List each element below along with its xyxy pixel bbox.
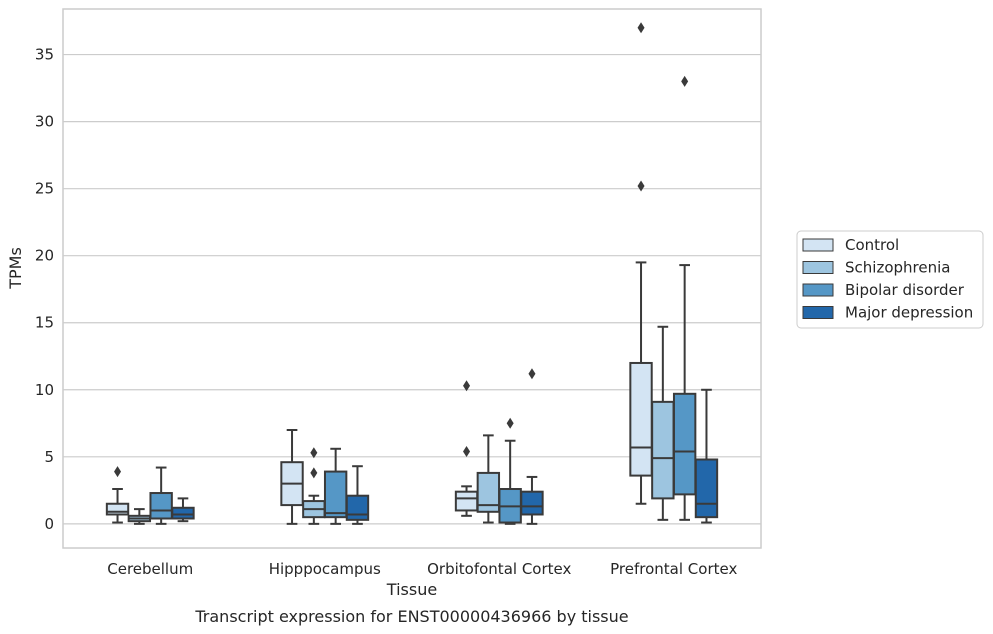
chart-caption: Transcript expression for ENST0000043696… [194, 607, 628, 626]
box-2-3 [672, 75, 697, 521]
y-tick-label: 10 [35, 381, 54, 399]
legend-frame [796, 230, 984, 329]
legend-swatch [802, 283, 834, 297]
legend-swatch [802, 306, 834, 319]
legend-label: Bipolar disorder [845, 281, 965, 299]
y-tick-label: 5 [44, 448, 54, 466]
outlier-point [310, 467, 318, 479]
box-body [323, 470, 348, 519]
legend-label: Schizophrenia [845, 259, 950, 277]
box-2-0 [149, 466, 173, 525]
box-body [672, 392, 697, 496]
box-1-3 [651, 325, 675, 521]
box-body [454, 490, 479, 512]
box-body [149, 492, 173, 520]
x-tick-label: Cerebellum [107, 560, 193, 578]
box-1-0 [127, 508, 152, 525]
legend-label: Major depression [845, 304, 973, 322]
legend: Control Schizophrenia Bipolar disorder Majo… [796, 230, 984, 329]
box-3-1 [345, 465, 370, 525]
box-2-2 [498, 417, 522, 525]
box-3-3 [694, 388, 719, 524]
y-tick-label: 30 [35, 113, 54, 131]
box-body [171, 506, 195, 520]
y-tick-label: 0 [44, 515, 54, 533]
outlier-point [681, 75, 689, 87]
box-body [520, 490, 544, 516]
y-axis-label: TPMs [6, 247, 25, 290]
legend-label: Control [845, 236, 899, 254]
box-body [651, 400, 675, 500]
outlier-point [114, 466, 122, 478]
outlier-point [310, 447, 318, 459]
outlier-point [637, 22, 645, 34]
x-tick-labels: Cerebellum Hipppocampus Orbitofontal Corte… [107, 560, 737, 578]
outlier-point [506, 417, 514, 429]
box-body [105, 502, 130, 516]
box-0-0 [105, 466, 130, 524]
legend-swatch [802, 238, 834, 252]
y-tick-labels: 0 5 10 15 20 25 30 35 [35, 46, 54, 533]
box-series [105, 22, 719, 525]
box-body [345, 494, 370, 521]
box-0-1 [280, 429, 304, 525]
x-tick-label: Prefrontal Cortex [610, 560, 737, 578]
y-tick-label: 25 [35, 180, 54, 198]
x-tick-label: Hipppocampus [269, 560, 381, 578]
box-body [694, 458, 719, 519]
box-2-1 [323, 447, 348, 525]
outlier-point [637, 180, 645, 192]
x-tick-label: Orbitofontal Cortex [427, 560, 571, 578]
x-axis-label: Tissue [386, 580, 437, 599]
y-tick-label: 15 [35, 314, 54, 332]
y-tick-label: 20 [35, 247, 54, 265]
outlier-point [528, 368, 536, 380]
grid-lines [63, 53, 761, 525]
box-1-1 [302, 447, 326, 525]
box-3-2 [520, 368, 544, 525]
box-1-2 [476, 434, 501, 524]
box-3-0 [171, 497, 195, 523]
outlier-point [463, 380, 471, 392]
outlier-point [463, 445, 471, 457]
plot-frame [62, 8, 762, 549]
y-tick-label: 35 [35, 46, 54, 64]
box-body [629, 361, 653, 477]
legend-swatch [802, 261, 834, 274]
